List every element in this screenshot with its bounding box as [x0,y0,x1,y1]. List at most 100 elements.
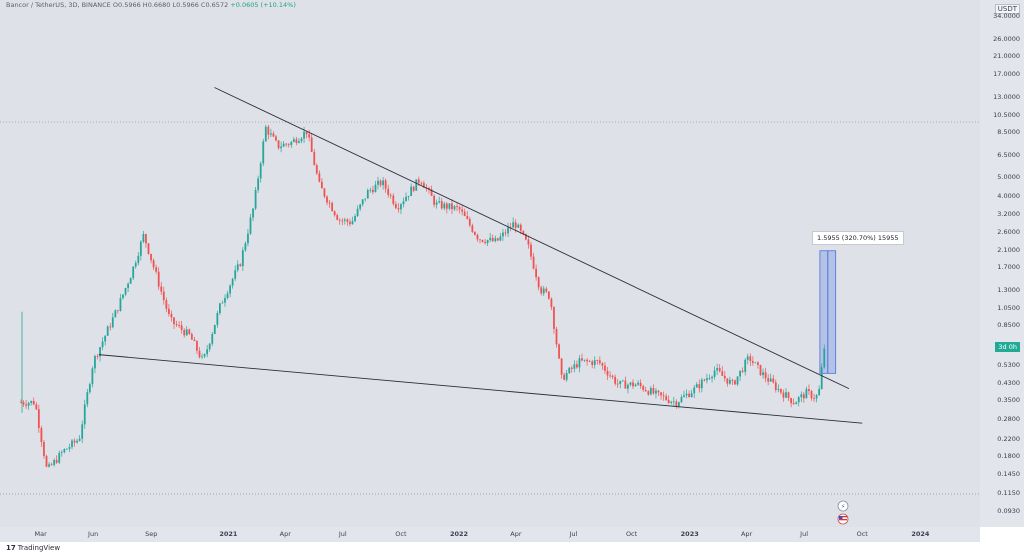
candle-body [657,390,660,393]
time-tick-label: Oct [856,530,868,538]
candle-body [236,264,239,271]
candle-body [94,355,96,369]
trendline-upper[interactable] [214,87,850,390]
candle-body [264,126,267,142]
candle-body [132,266,135,279]
candle-body [226,293,229,299]
candle-body [328,202,331,204]
currency-label[interactable]: USDT [994,4,1020,14]
price-tick-label: 1.7000 [997,263,1020,272]
price-tick-label: 0.1150 [997,489,1020,498]
candle-body [808,389,810,392]
candle-body [415,179,418,191]
candle-body [405,196,407,202]
candle-body [397,208,400,210]
price-tick-label: 0.4300 [997,378,1020,387]
candle-body [272,133,275,137]
candle-body [443,203,446,209]
candle-body [185,329,188,336]
price-tick-label: 0.0930 [997,507,1020,515]
time-tick-label: 2021 [219,530,238,538]
candle-body [351,221,354,225]
candle-body [78,438,81,441]
candle-body [698,384,701,389]
candle-body [221,302,224,304]
candle-body [525,234,527,240]
candle-body [800,394,803,398]
candle-body [323,188,326,197]
candle-body [734,380,736,385]
candle-body [277,140,280,149]
candle-body [486,240,489,244]
price-scale[interactable] [980,0,1024,527]
candle-body [466,215,469,219]
price-tick-label: 17.0000 [993,70,1020,79]
candle-body [282,143,285,147]
candle-body [45,456,48,467]
time-tick-label: Mar [34,530,47,538]
candle-body [106,326,109,336]
candle-body [818,389,821,396]
candle-body [463,211,466,216]
candle-body [287,144,290,146]
flash-icon[interactable] [837,500,849,512]
candle-body [456,206,458,208]
price-tick-label: 6.5000 [997,150,1020,159]
candle-body [384,180,387,189]
candle-body [629,382,632,385]
candle-body [114,310,117,318]
candle-body [703,379,706,381]
candle-body [127,283,129,289]
candle-body [239,264,242,267]
price-tick-label: 10.5000 [993,110,1020,119]
candle-body [101,341,104,348]
candle-body [356,208,359,217]
candle-body [792,403,795,405]
candle-body [63,449,66,453]
candle-body [736,376,739,385]
candle-body [453,206,456,210]
ohlc-values: O0.5966 H0.6680 L0.5966 C0.6572 [112,1,229,9]
candle-body [37,409,40,429]
candle-body [639,382,642,387]
candle-body [157,271,160,287]
price-tick-label: 8.5000 [997,128,1020,137]
candle-body [423,183,425,188]
candle-body [570,367,573,369]
chart-header: Bancor / TetherUS, 3D, BINANCE O0.5966 H… [6,1,296,9]
candle-body [333,211,336,216]
price-tick-label: 0.5300 [997,361,1020,370]
candle-body [60,452,63,453]
candle-body [234,270,237,279]
candle-body [468,218,471,226]
candle-body [150,253,152,261]
candle-body [762,372,764,376]
time-scale[interactable] [0,527,980,542]
measure-label: 1.5955 (320.70%) 15955 [812,231,904,245]
candle-body [91,368,94,385]
svg-text:⚡: ⚡ [841,503,846,511]
chart-pane[interactable] [0,0,980,527]
candle-body [555,328,558,345]
candle-body [540,287,543,294]
candle-body [642,386,645,390]
candle-body [331,202,333,212]
candle-body [491,237,494,242]
candle-body [285,143,288,145]
time-tick-label: 2024 [911,530,930,538]
trendline-lower[interactable] [98,354,863,424]
candle-body [660,392,662,396]
candle-body [616,383,619,385]
candle-body [624,380,627,389]
candle-body [145,234,147,244]
candle-body [619,380,622,385]
candle-body [216,313,219,325]
candle-body [810,391,813,399]
candle-body [349,221,351,225]
price-tick-label: 21.0000 [993,52,1020,61]
tradingview-logo[interactable]: 17 TradingView [6,544,60,552]
candle-body [160,286,163,292]
candle-body [267,126,270,135]
candle-body [290,141,293,145]
